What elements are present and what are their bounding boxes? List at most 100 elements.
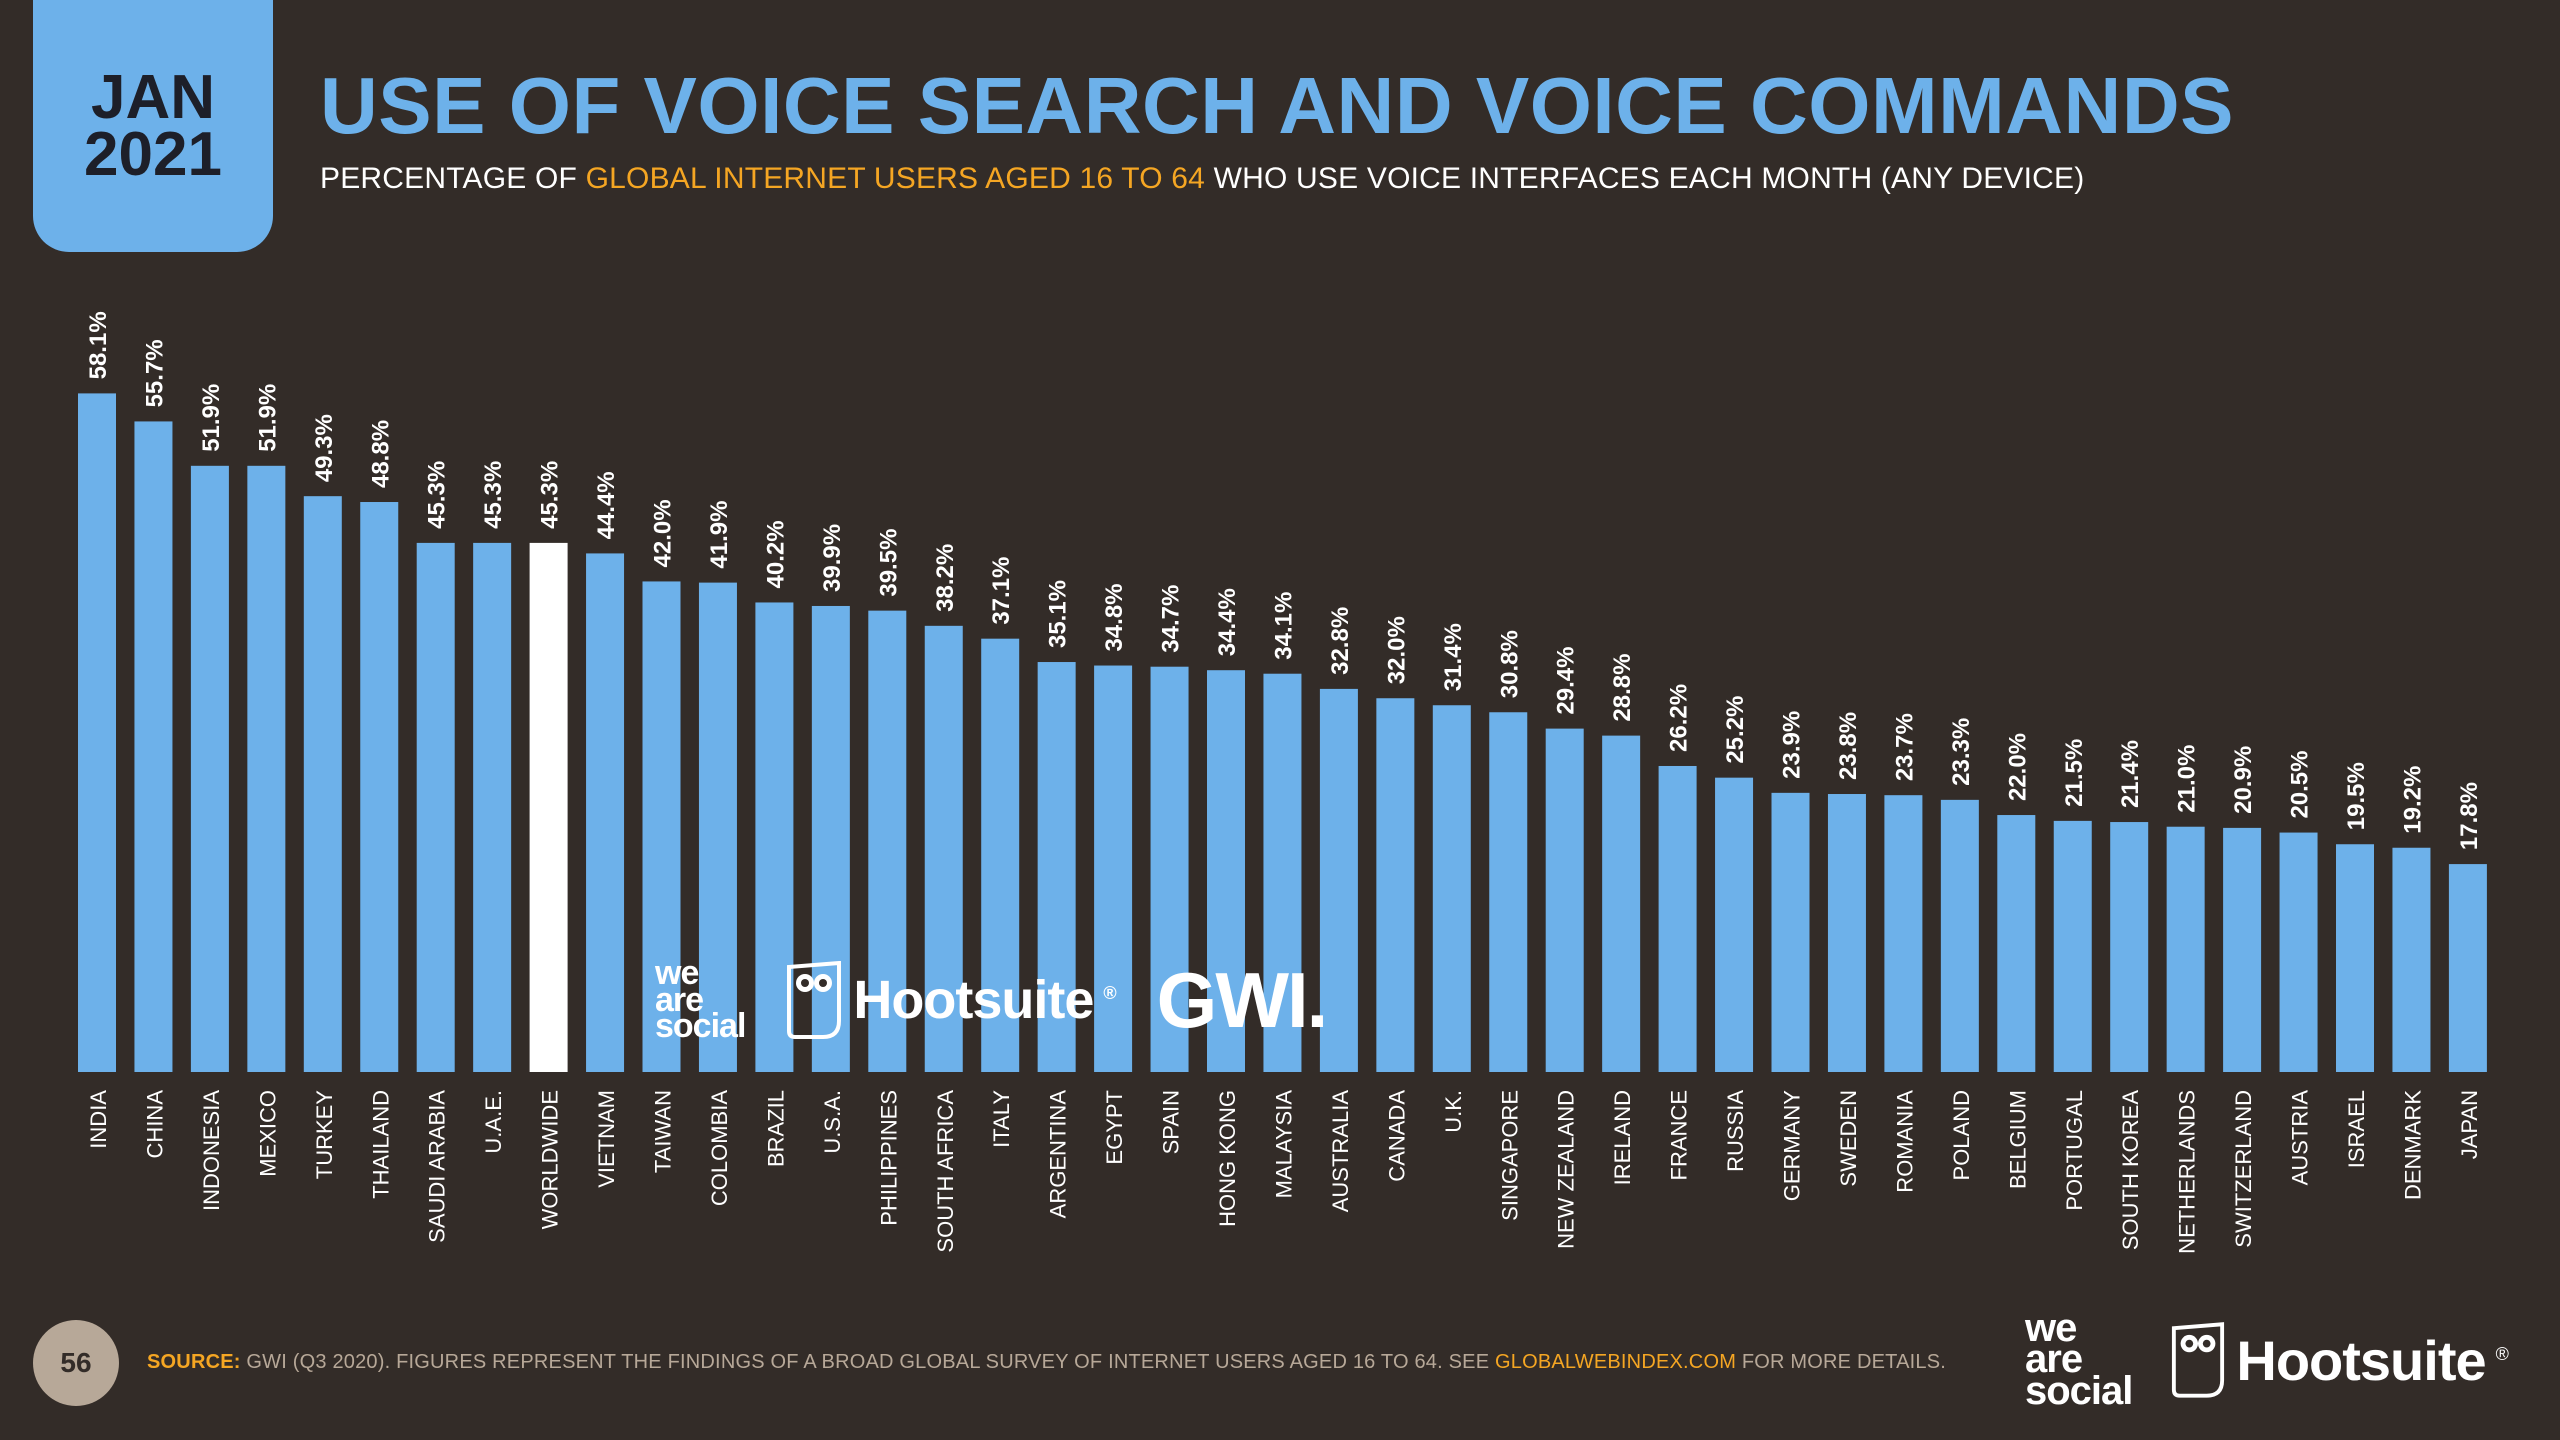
category-label: U.K. (1441, 1090, 1466, 1133)
we-are-social-logo: we are social (655, 957, 746, 1043)
bar-singapore (1489, 712, 1528, 1072)
value-label: 40.2% (762, 520, 789, 588)
value-label: 21.0% (2174, 745, 2201, 813)
source-tail: FOR MORE DETAILS. (1736, 1351, 1946, 1373)
value-label: 49.3% (311, 414, 338, 482)
category-label: FRANCE (1667, 1090, 1692, 1180)
category-label: SWITZERLAND (2231, 1090, 2256, 1248)
value-label: 48.8% (367, 420, 394, 488)
category-label: IRELAND (1610, 1090, 1635, 1185)
value-label: 23.3% (1948, 718, 1975, 786)
subtitle-post: WHO USE VOICE INTERFACES EACH MONTH (ANY… (1205, 162, 2085, 195)
gwi-logo: GWI. (1156, 955, 1329, 1044)
bar-u-k (1432, 705, 1471, 1072)
bar-romania (1884, 795, 1923, 1072)
category-label: CHINA (142, 1090, 167, 1159)
bar-mexico (247, 465, 286, 1072)
bar-egypt (1094, 665, 1133, 1072)
source-label: SOURCE: (147, 1351, 241, 1373)
category-label: VIETNAM (594, 1090, 619, 1188)
hootsuite-wordmark: Hootsuite (2236, 1328, 2486, 1392)
value-label: 45.3% (537, 461, 564, 529)
bar-malaysia (1263, 673, 1302, 1072)
owl-icon (787, 961, 842, 1039)
bar-u-s-a (811, 605, 850, 1072)
bar-israel (2336, 844, 2374, 1072)
category-label: WORLDWIDE (538, 1090, 563, 1229)
category-label: POLAND (1949, 1090, 1974, 1180)
hootsuite-wordmark: Hootsuite (853, 970, 1094, 1030)
value-label: 38.2% (932, 544, 959, 612)
value-label: 21.5% (2061, 739, 2088, 807)
source-link[interactable]: GLOBALWEBINDEX.COM (1495, 1351, 1737, 1373)
value-label: 28.8% (1609, 654, 1636, 722)
category-label: SAUDI ARABIA (425, 1090, 450, 1243)
category-label: AUSTRIA (2288, 1090, 2313, 1186)
category-label: ISRAEL (2344, 1090, 2369, 1168)
category-label: CANADA (1384, 1090, 1409, 1182)
bar-u-a-e (473, 542, 512, 1072)
value-label: 34.4% (1214, 588, 1241, 656)
owl-icon (2172, 1322, 2225, 1398)
category-label: INDONESIA (199, 1090, 224, 1211)
value-label: 45.3% (424, 461, 451, 529)
bar-australia (1319, 688, 1358, 1072)
bar-thailand (360, 502, 399, 1072)
category-label: PHILIPPINES (876, 1090, 901, 1226)
bar-saudi-arabia (416, 542, 455, 1072)
value-label: 41.9% (706, 501, 733, 569)
category-label: JAPAN (2457, 1090, 2482, 1159)
bar-denmark (2392, 847, 2431, 1072)
page-number: 56 (33, 1320, 119, 1406)
bar-turkey (303, 496, 342, 1072)
bar-south-korea (2110, 822, 2149, 1072)
bar-poland (1940, 799, 1979, 1072)
registered-mark: ® (1103, 983, 1117, 1003)
value-label: 44.4% (593, 471, 620, 539)
bar-chart: 58.1% INDIA 55.7% CHINA 51.9% INDONESIA 51.9% M… (78, 311, 2487, 1254)
value-label: 19.5% (2343, 762, 2370, 830)
category-label: ARGENTINA (1046, 1090, 1071, 1219)
value-label: 42.0% (650, 499, 677, 567)
hootsuite-logo-footer: Hootsuite ® (2170, 1322, 2509, 1398)
value-label: 20.5% (2287, 750, 2314, 818)
category-label: U.S.A. (820, 1090, 845, 1154)
bar-belgium (1997, 815, 2036, 1072)
value-label: 51.9% (198, 384, 225, 452)
category-label: MEXICO (255, 1090, 280, 1177)
category-label: EGYPT (1102, 1090, 1127, 1165)
value-label: 51.9% (254, 384, 281, 452)
partner-logos: we are social Hootsuite ® GWI. (655, 950, 1329, 1050)
value-label: 45.3% (480, 461, 507, 529)
bar-japan (2448, 864, 2487, 1072)
bar-argentina (1037, 662, 1076, 1072)
value-label: 29.4% (1553, 647, 1580, 715)
we-are-social-logo-footer: we are social (2025, 1308, 2133, 1411)
bar-ireland (1602, 735, 1641, 1072)
bar-france (1658, 765, 1697, 1072)
subtitle-pre: PERCENTAGE OF (320, 162, 586, 195)
footer-logos: we are social Hootsuite ® (2025, 1308, 2509, 1411)
bar-netherlands (2166, 826, 2205, 1072)
source-note: SOURCE: GWI (Q3 2020). FIGURES REPRESENT… (147, 1351, 1946, 1374)
category-label: SOUTH AFRICA (933, 1090, 958, 1253)
bar-russia (1715, 777, 1754, 1072)
category-label: ITALY (989, 1090, 1014, 1148)
category-label: U.A.E. (481, 1090, 506, 1154)
bar-hong-kong (1207, 670, 1245, 1072)
value-label: 32.0% (1383, 616, 1410, 684)
we-are-social-line2: are (655, 980, 704, 1019)
value-label: 22.0% (2004, 733, 2031, 801)
value-label: 35.1% (1045, 580, 1072, 648)
value-label: 17.8% (2456, 782, 2483, 850)
bar-taiwan (642, 581, 681, 1072)
value-label: 19.2% (2399, 766, 2426, 834)
hootsuite-logo: Hootsuite ® (785, 961, 1117, 1039)
date-year: 2021 (84, 120, 222, 189)
bar-china (134, 421, 173, 1072)
bar-new-zealand (1545, 728, 1584, 1072)
value-label: 20.9% (2230, 746, 2257, 814)
category-label: SWEDEN (1836, 1090, 1861, 1187)
category-label: MALAYSIA (1271, 1090, 1296, 1199)
value-label: 31.4% (1440, 623, 1467, 691)
